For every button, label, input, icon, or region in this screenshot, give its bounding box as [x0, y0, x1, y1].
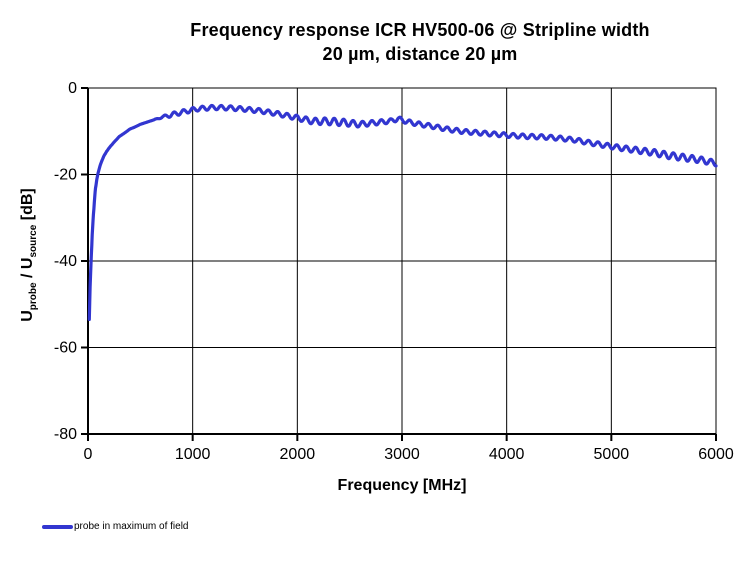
y-tick-label: -80: [54, 426, 77, 443]
y-tick-label: 0: [68, 80, 77, 97]
y-tick-label: -60: [54, 340, 77, 357]
x-tick-label: 6000: [698, 446, 734, 463]
y-axis-title-unit: [dB]: [19, 188, 36, 225]
legend-line-swatch: [42, 525, 73, 529]
x-axis-title: Frequency [MHz]: [337, 477, 467, 494]
chart-title-line2: 20 µm, distance 20 µm: [322, 44, 518, 64]
x-tick-label: 1000: [175, 446, 211, 463]
x-tick-label: 3000: [384, 446, 420, 463]
y-axis-title-sub2: source: [28, 224, 40, 258]
x-tick-label: 4000: [489, 446, 525, 463]
y-axis-title-u1: U: [19, 310, 36, 322]
y-tick-label: -40: [54, 253, 77, 270]
y-tick-label: -20: [54, 167, 77, 184]
chart-title: Frequency response ICR HV500-06 @ Stripl…: [90, 18, 750, 66]
series-line-probe-in-maximum-of-field: [87, 103, 718, 321]
x-tick-label: 5000: [594, 446, 630, 463]
legend-label: probe in maximum of field: [74, 521, 189, 532]
y-axis-title-sub1: probe: [28, 282, 40, 311]
x-tick-label: 2000: [280, 446, 316, 463]
y-axis-title-sep: /: [19, 269, 36, 283]
y-axis-title-u2: U: [19, 257, 36, 270]
legend: probe in maximum of field: [42, 520, 189, 534]
chart-title-line1: Frequency response ICR HV500-06 @ Stripl…: [190, 20, 650, 40]
y-axis-title: Uprobe / Usource [dB]: [19, 105, 45, 405]
x-tick-label: 0: [84, 446, 93, 463]
